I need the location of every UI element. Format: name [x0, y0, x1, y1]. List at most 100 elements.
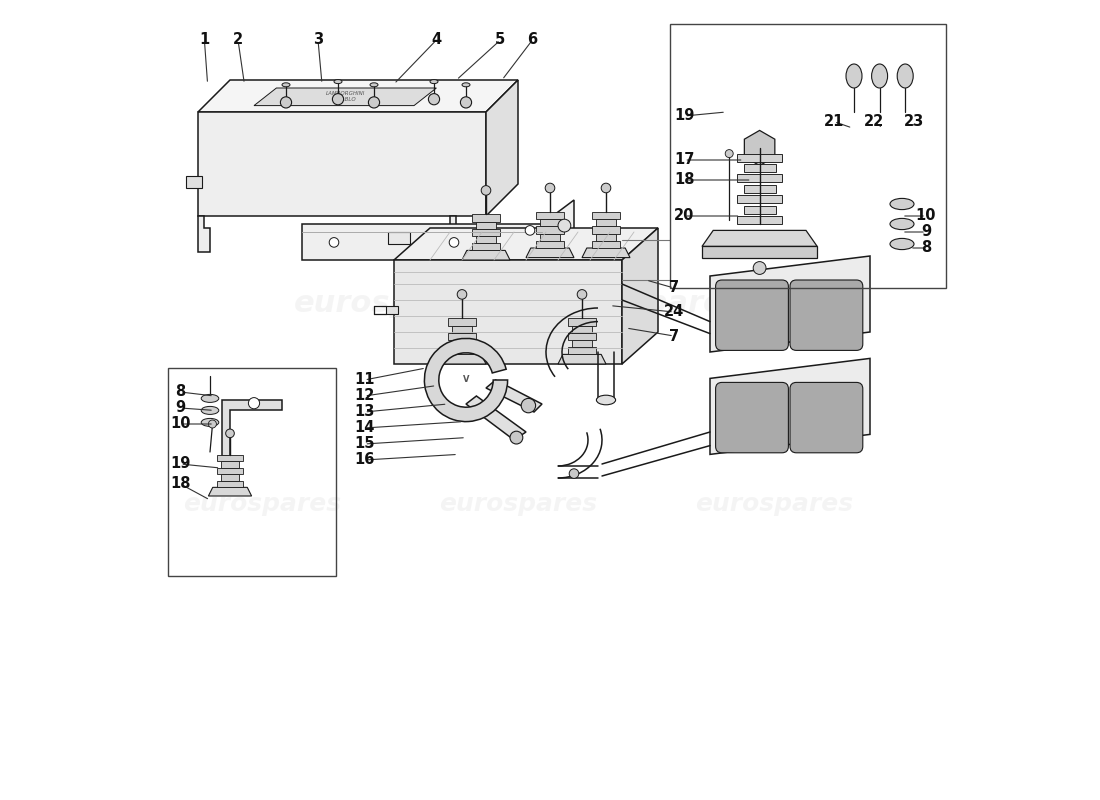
Polygon shape	[472, 229, 500, 236]
Polygon shape	[254, 88, 437, 106]
Polygon shape	[448, 318, 476, 326]
Circle shape	[481, 186, 491, 195]
Ellipse shape	[201, 394, 219, 402]
Circle shape	[578, 290, 586, 299]
Circle shape	[458, 290, 466, 299]
Polygon shape	[572, 326, 592, 333]
Circle shape	[368, 97, 379, 108]
Polygon shape	[536, 241, 564, 248]
Circle shape	[428, 94, 440, 105]
Circle shape	[208, 420, 217, 428]
Polygon shape	[388, 232, 410, 244]
Ellipse shape	[462, 82, 470, 87]
Text: 19: 19	[170, 457, 190, 471]
FancyBboxPatch shape	[716, 280, 789, 350]
Polygon shape	[737, 216, 782, 224]
Text: 16: 16	[354, 453, 375, 467]
Polygon shape	[198, 112, 486, 216]
Polygon shape	[592, 212, 620, 219]
Text: 20: 20	[674, 209, 694, 223]
Polygon shape	[472, 214, 500, 222]
Circle shape	[546, 183, 554, 193]
Text: eurospares: eurospares	[294, 290, 486, 318]
Circle shape	[521, 398, 536, 413]
Text: 8: 8	[175, 385, 186, 399]
Ellipse shape	[370, 82, 378, 87]
Polygon shape	[526, 248, 574, 258]
Polygon shape	[302, 200, 574, 260]
Text: 6: 6	[527, 33, 538, 47]
Polygon shape	[572, 340, 592, 347]
Text: 9: 9	[175, 401, 186, 415]
Polygon shape	[450, 216, 462, 252]
Polygon shape	[540, 234, 560, 241]
Polygon shape	[596, 234, 616, 241]
Polygon shape	[198, 216, 210, 252]
Ellipse shape	[846, 64, 862, 88]
Circle shape	[449, 238, 459, 247]
Polygon shape	[737, 174, 782, 182]
Circle shape	[461, 97, 472, 108]
Text: 12: 12	[354, 389, 375, 403]
FancyBboxPatch shape	[716, 382, 789, 453]
Text: 13: 13	[354, 405, 375, 419]
Polygon shape	[217, 481, 243, 487]
Polygon shape	[462, 250, 510, 260]
Ellipse shape	[430, 80, 438, 84]
Text: 9: 9	[921, 225, 931, 239]
Polygon shape	[592, 241, 620, 248]
Ellipse shape	[282, 82, 290, 87]
Ellipse shape	[890, 238, 914, 250]
Polygon shape	[536, 212, 564, 219]
Text: 11: 11	[354, 373, 375, 387]
Circle shape	[226, 429, 234, 438]
FancyBboxPatch shape	[790, 382, 862, 453]
Ellipse shape	[871, 64, 888, 88]
Circle shape	[558, 219, 571, 232]
Circle shape	[754, 262, 766, 274]
Polygon shape	[222, 400, 282, 456]
Text: 7: 7	[669, 281, 679, 295]
Text: 21: 21	[824, 114, 844, 129]
Circle shape	[569, 469, 579, 478]
Circle shape	[332, 94, 343, 105]
Polygon shape	[486, 80, 518, 216]
Polygon shape	[596, 219, 616, 226]
Ellipse shape	[898, 64, 913, 88]
Polygon shape	[702, 246, 817, 258]
Text: 14: 14	[354, 421, 375, 435]
Text: 18: 18	[170, 477, 190, 491]
Polygon shape	[568, 318, 596, 326]
Polygon shape	[536, 226, 564, 234]
Text: 23: 23	[904, 114, 924, 129]
Text: 5: 5	[495, 33, 506, 47]
Polygon shape	[476, 236, 496, 243]
Polygon shape	[582, 248, 630, 258]
Text: 1: 1	[199, 33, 209, 47]
Circle shape	[280, 97, 292, 108]
Text: 10: 10	[170, 417, 190, 431]
Text: 18: 18	[674, 173, 695, 187]
Polygon shape	[621, 228, 658, 364]
Text: eurospares: eurospares	[550, 290, 742, 318]
Ellipse shape	[890, 218, 914, 230]
Polygon shape	[744, 164, 775, 172]
Polygon shape	[745, 130, 774, 166]
Circle shape	[329, 238, 339, 247]
Polygon shape	[448, 347, 476, 354]
Polygon shape	[394, 228, 658, 260]
Circle shape	[525, 226, 535, 235]
Polygon shape	[710, 256, 870, 352]
Polygon shape	[217, 455, 243, 462]
Ellipse shape	[201, 418, 219, 426]
Polygon shape	[737, 154, 782, 162]
Polygon shape	[702, 230, 817, 246]
Polygon shape	[394, 260, 622, 364]
Text: 22: 22	[864, 114, 884, 129]
Polygon shape	[221, 474, 239, 481]
Polygon shape	[208, 487, 252, 496]
Polygon shape	[568, 333, 596, 340]
Text: 7: 7	[669, 329, 679, 343]
Text: 17: 17	[674, 153, 694, 167]
Polygon shape	[386, 306, 398, 314]
